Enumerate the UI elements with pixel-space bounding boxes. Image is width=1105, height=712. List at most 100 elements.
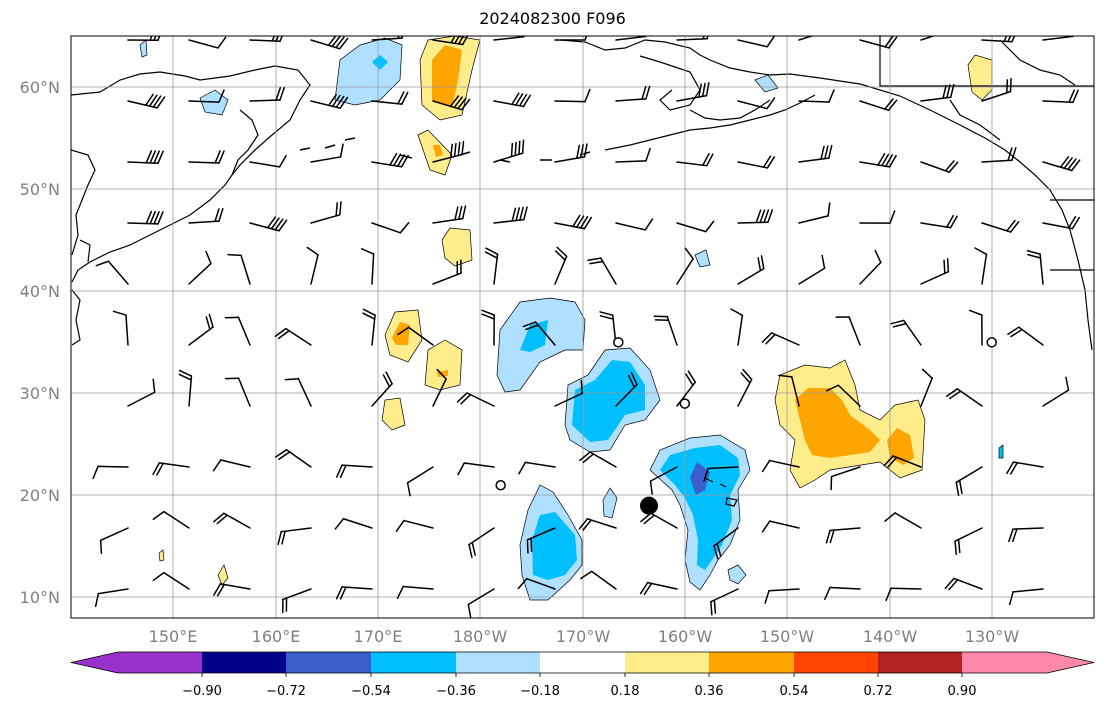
wind-barb (224, 377, 251, 407)
wind-barb (578, 518, 617, 531)
wind-barb (1042, 36, 1074, 41)
wind-barb (676, 36, 709, 41)
wind-barb (703, 466, 739, 482)
colorbar-label-10: 0.90 (948, 684, 977, 699)
wind-barb (737, 209, 774, 224)
wind-barb (274, 448, 312, 468)
lon-label-170e: 170°E (354, 627, 403, 646)
latitude-labels: 60°N 50°N 40°N 30°N 20°N 10°N (20, 78, 60, 607)
wind-barb (432, 368, 447, 407)
coastline-asia (71, 65, 311, 283)
lat-label-60n: 60°N (20, 78, 60, 97)
wind-barb (920, 160, 959, 173)
wind-barb (432, 205, 467, 224)
colorbar-swatch (286, 652, 371, 673)
wind-barb (615, 371, 638, 407)
wind-barb (249, 36, 283, 42)
wind-barb (676, 82, 710, 102)
wind-barb (737, 97, 776, 110)
wind-barb (432, 140, 465, 163)
wind-barb (493, 206, 528, 224)
wind-barb (798, 36, 815, 41)
wind-barb (945, 388, 983, 407)
wind-barb (112, 310, 129, 346)
wind-barb (737, 368, 753, 407)
wind-barb (737, 155, 776, 169)
wind-barb (824, 586, 861, 601)
wind-barb (955, 466, 983, 496)
wind-barb (335, 464, 373, 479)
wind-barb (306, 246, 319, 285)
wind-barb (920, 214, 958, 229)
wind-barb (1042, 89, 1079, 104)
wind-barb (981, 147, 1017, 163)
wind-barb (127, 210, 164, 225)
wind-barb (518, 461, 556, 475)
wind-barb (432, 36, 469, 46)
wind-barb (974, 247, 988, 285)
wind-barb (517, 577, 556, 590)
wind-barb (737, 255, 765, 285)
wind-barb (360, 248, 375, 285)
wind-barb (227, 253, 251, 285)
wind-barb (395, 519, 434, 532)
colorbar-swatch (962, 652, 1047, 673)
wind-barb (1007, 326, 1044, 346)
colorbar-extend-max (1047, 652, 1094, 673)
wind-barb (761, 459, 800, 473)
wind-barb (284, 378, 312, 407)
wind-barb (522, 321, 556, 346)
wind-barb (676, 220, 715, 233)
colorbar-swatch (456, 652, 540, 673)
colorbar-swatch (118, 652, 202, 673)
wind-barb (213, 583, 251, 597)
wind-barb (274, 327, 312, 346)
wind-barb (835, 316, 861, 346)
wind-barb (334, 518, 373, 530)
wind-barb (188, 36, 227, 49)
wind-barb (335, 586, 373, 600)
colorbar-swatch (371, 652, 456, 673)
marker-open-circle-4 (986, 337, 997, 348)
lon-label-130w: 130°W (965, 627, 1020, 646)
wind-barb (554, 88, 591, 103)
wind-barb (615, 218, 654, 231)
lon-label-150e: 150°E (149, 627, 198, 646)
wind-barb (127, 378, 156, 407)
lat-label-10n: 10°N (20, 588, 60, 607)
map-content (71, 36, 1094, 618)
marker-filled-dot (639, 496, 658, 515)
wind-barb (310, 93, 349, 109)
wind-barb (371, 91, 409, 105)
wind-barb (798, 254, 826, 285)
wind-barb (371, 152, 409, 168)
wind-barb (188, 150, 225, 164)
wind-barb (493, 36, 525, 41)
wind-barb (484, 247, 499, 285)
lat-label-20n: 20°N (20, 486, 60, 505)
wind-barb (730, 308, 744, 346)
wind-barb (1008, 527, 1044, 543)
wind-barb (944, 577, 983, 591)
wind-barb (468, 527, 495, 559)
wind-barb (397, 326, 434, 346)
wind-barb (580, 570, 617, 590)
wind-barb (981, 36, 1016, 43)
wind-barb (277, 527, 312, 546)
wind-barb (95, 260, 129, 285)
wind-barb (615, 85, 651, 102)
wind-barb (396, 585, 434, 600)
colorbar-label-7: 0.36 (695, 684, 724, 699)
wind-barb (188, 250, 212, 285)
coastline-hawaii (704, 477, 738, 507)
wind-barb (213, 512, 251, 529)
wind-barb (178, 369, 193, 407)
wind-barb (676, 152, 714, 167)
wind-barb (954, 527, 983, 555)
wind-barb (94, 588, 129, 608)
wind-barb (587, 257, 617, 285)
colorbar-swatch (202, 652, 286, 673)
wind-barb (554, 36, 588, 41)
wind-barb (884, 512, 922, 529)
wind-barb (127, 150, 164, 165)
